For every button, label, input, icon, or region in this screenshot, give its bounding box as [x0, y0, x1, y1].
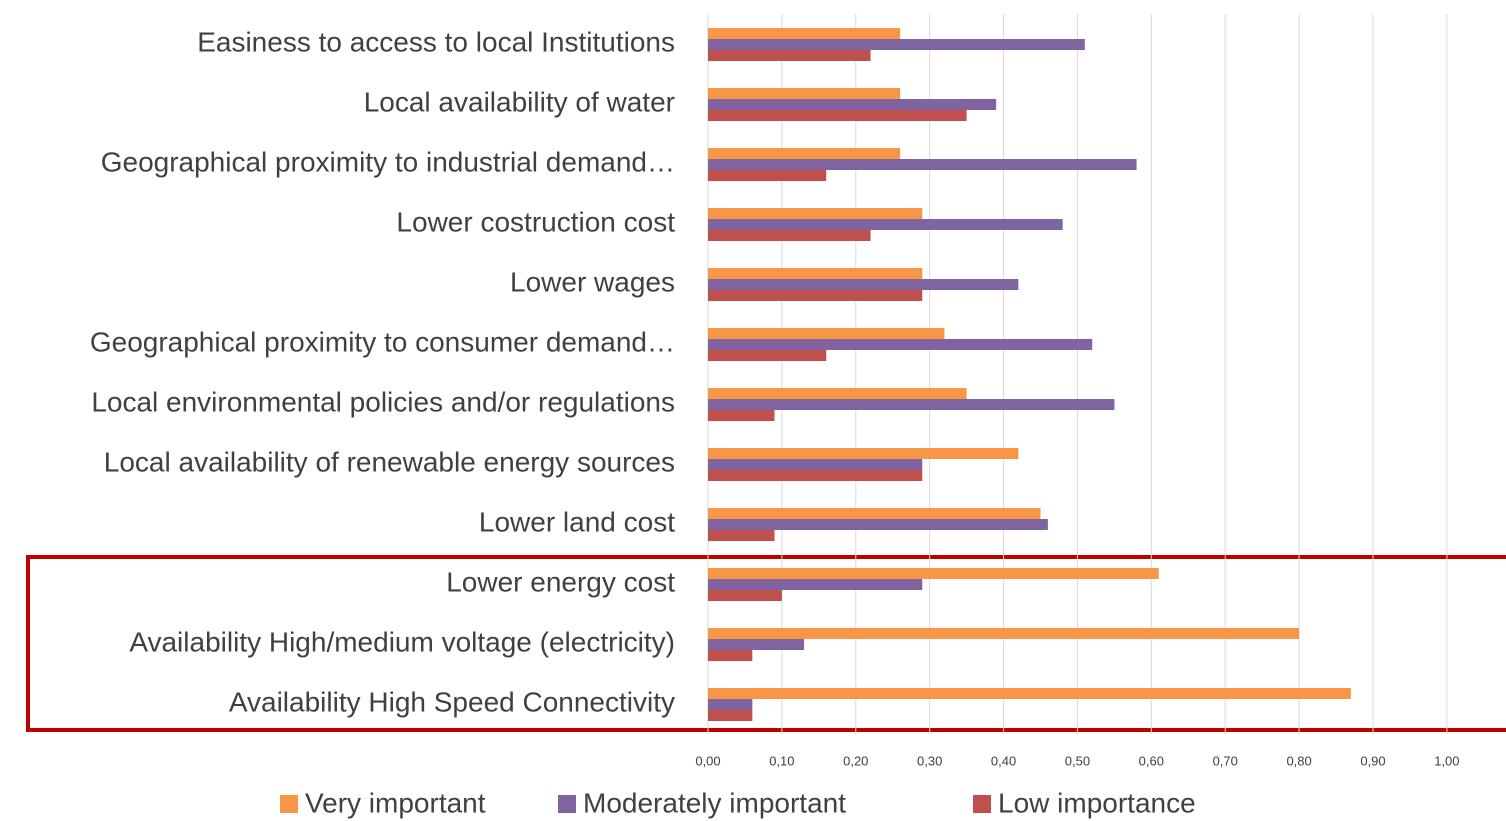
bar — [708, 579, 923, 590]
bar — [708, 530, 775, 541]
legend-label: Moderately important — [583, 787, 846, 818]
bar — [708, 328, 945, 339]
bar — [708, 699, 753, 710]
x-tick-label: 0,50 — [1065, 753, 1090, 768]
x-tick-label: 0,60 — [1139, 753, 1164, 768]
bar — [708, 88, 901, 99]
bar — [708, 219, 1063, 230]
bar — [708, 50, 871, 61]
y-tick-label: Availability High/medium voltage (electr… — [129, 626, 675, 657]
y-tick-label: Lower energy cost — [446, 566, 675, 597]
bar — [708, 568, 1159, 579]
y-tick-label: Lower wages — [510, 266, 675, 297]
bar — [708, 519, 1048, 530]
bar — [708, 268, 923, 279]
legend-label: Low importance — [998, 787, 1196, 818]
bar — [708, 148, 901, 159]
bar — [708, 639, 805, 650]
x-tick-label: 0,70 — [1213, 753, 1238, 768]
bar — [708, 399, 1115, 410]
x-tick-label: 0,80 — [1286, 753, 1311, 768]
legend-swatch — [280, 795, 298, 813]
legend-label: Very important — [305, 787, 486, 818]
bar — [708, 590, 782, 601]
bar — [708, 279, 1019, 290]
x-tick-label: 0,00 — [695, 753, 720, 768]
legend-swatch — [973, 795, 991, 813]
bar — [708, 650, 753, 661]
bar — [708, 350, 827, 361]
bar — [708, 208, 923, 219]
x-tick-label: 0,40 — [991, 753, 1016, 768]
y-tick-label: Geographical proximity to consumer deman… — [90, 326, 675, 357]
bar — [708, 410, 775, 421]
bar — [708, 388, 967, 399]
bar — [708, 508, 1041, 519]
highlight-box — [26, 555, 1506, 732]
bar — [708, 448, 1019, 459]
bar — [708, 470, 923, 481]
legend-swatch — [558, 795, 576, 813]
bar — [708, 28, 901, 39]
y-tick-label: Easiness to access to local Institutions — [197, 26, 675, 57]
bar — [708, 688, 1351, 699]
bar — [708, 39, 1085, 50]
y-tick-label: Geographical proximity to industrial dem… — [101, 146, 675, 177]
bar — [708, 99, 997, 110]
x-tick-label: 0,20 — [843, 753, 868, 768]
y-tick-label: Local availability of renewable energy s… — [104, 446, 675, 477]
y-tick-label: Lower land cost — [479, 506, 675, 537]
x-tick-label: 0,10 — [769, 753, 794, 768]
x-tick-label: 0,90 — [1360, 753, 1385, 768]
bar — [708, 170, 827, 181]
bar — [708, 230, 871, 241]
bar — [708, 339, 1093, 350]
bar — [708, 459, 923, 470]
y-tick-label: Local availability of water — [364, 86, 675, 117]
bar — [708, 710, 753, 721]
bar — [708, 110, 967, 121]
bar — [708, 159, 1137, 170]
y-tick-label: Availability High Speed Connectivity — [229, 686, 675, 717]
bar — [708, 628, 1300, 639]
bar — [708, 290, 923, 301]
y-tick-label: Lower costruction cost — [396, 206, 675, 237]
y-tick-label: Local environmental policies and/or regu… — [91, 386, 675, 417]
x-tick-label: 0,30 — [917, 753, 942, 768]
x-tick-label: 1,00 — [1434, 753, 1459, 768]
